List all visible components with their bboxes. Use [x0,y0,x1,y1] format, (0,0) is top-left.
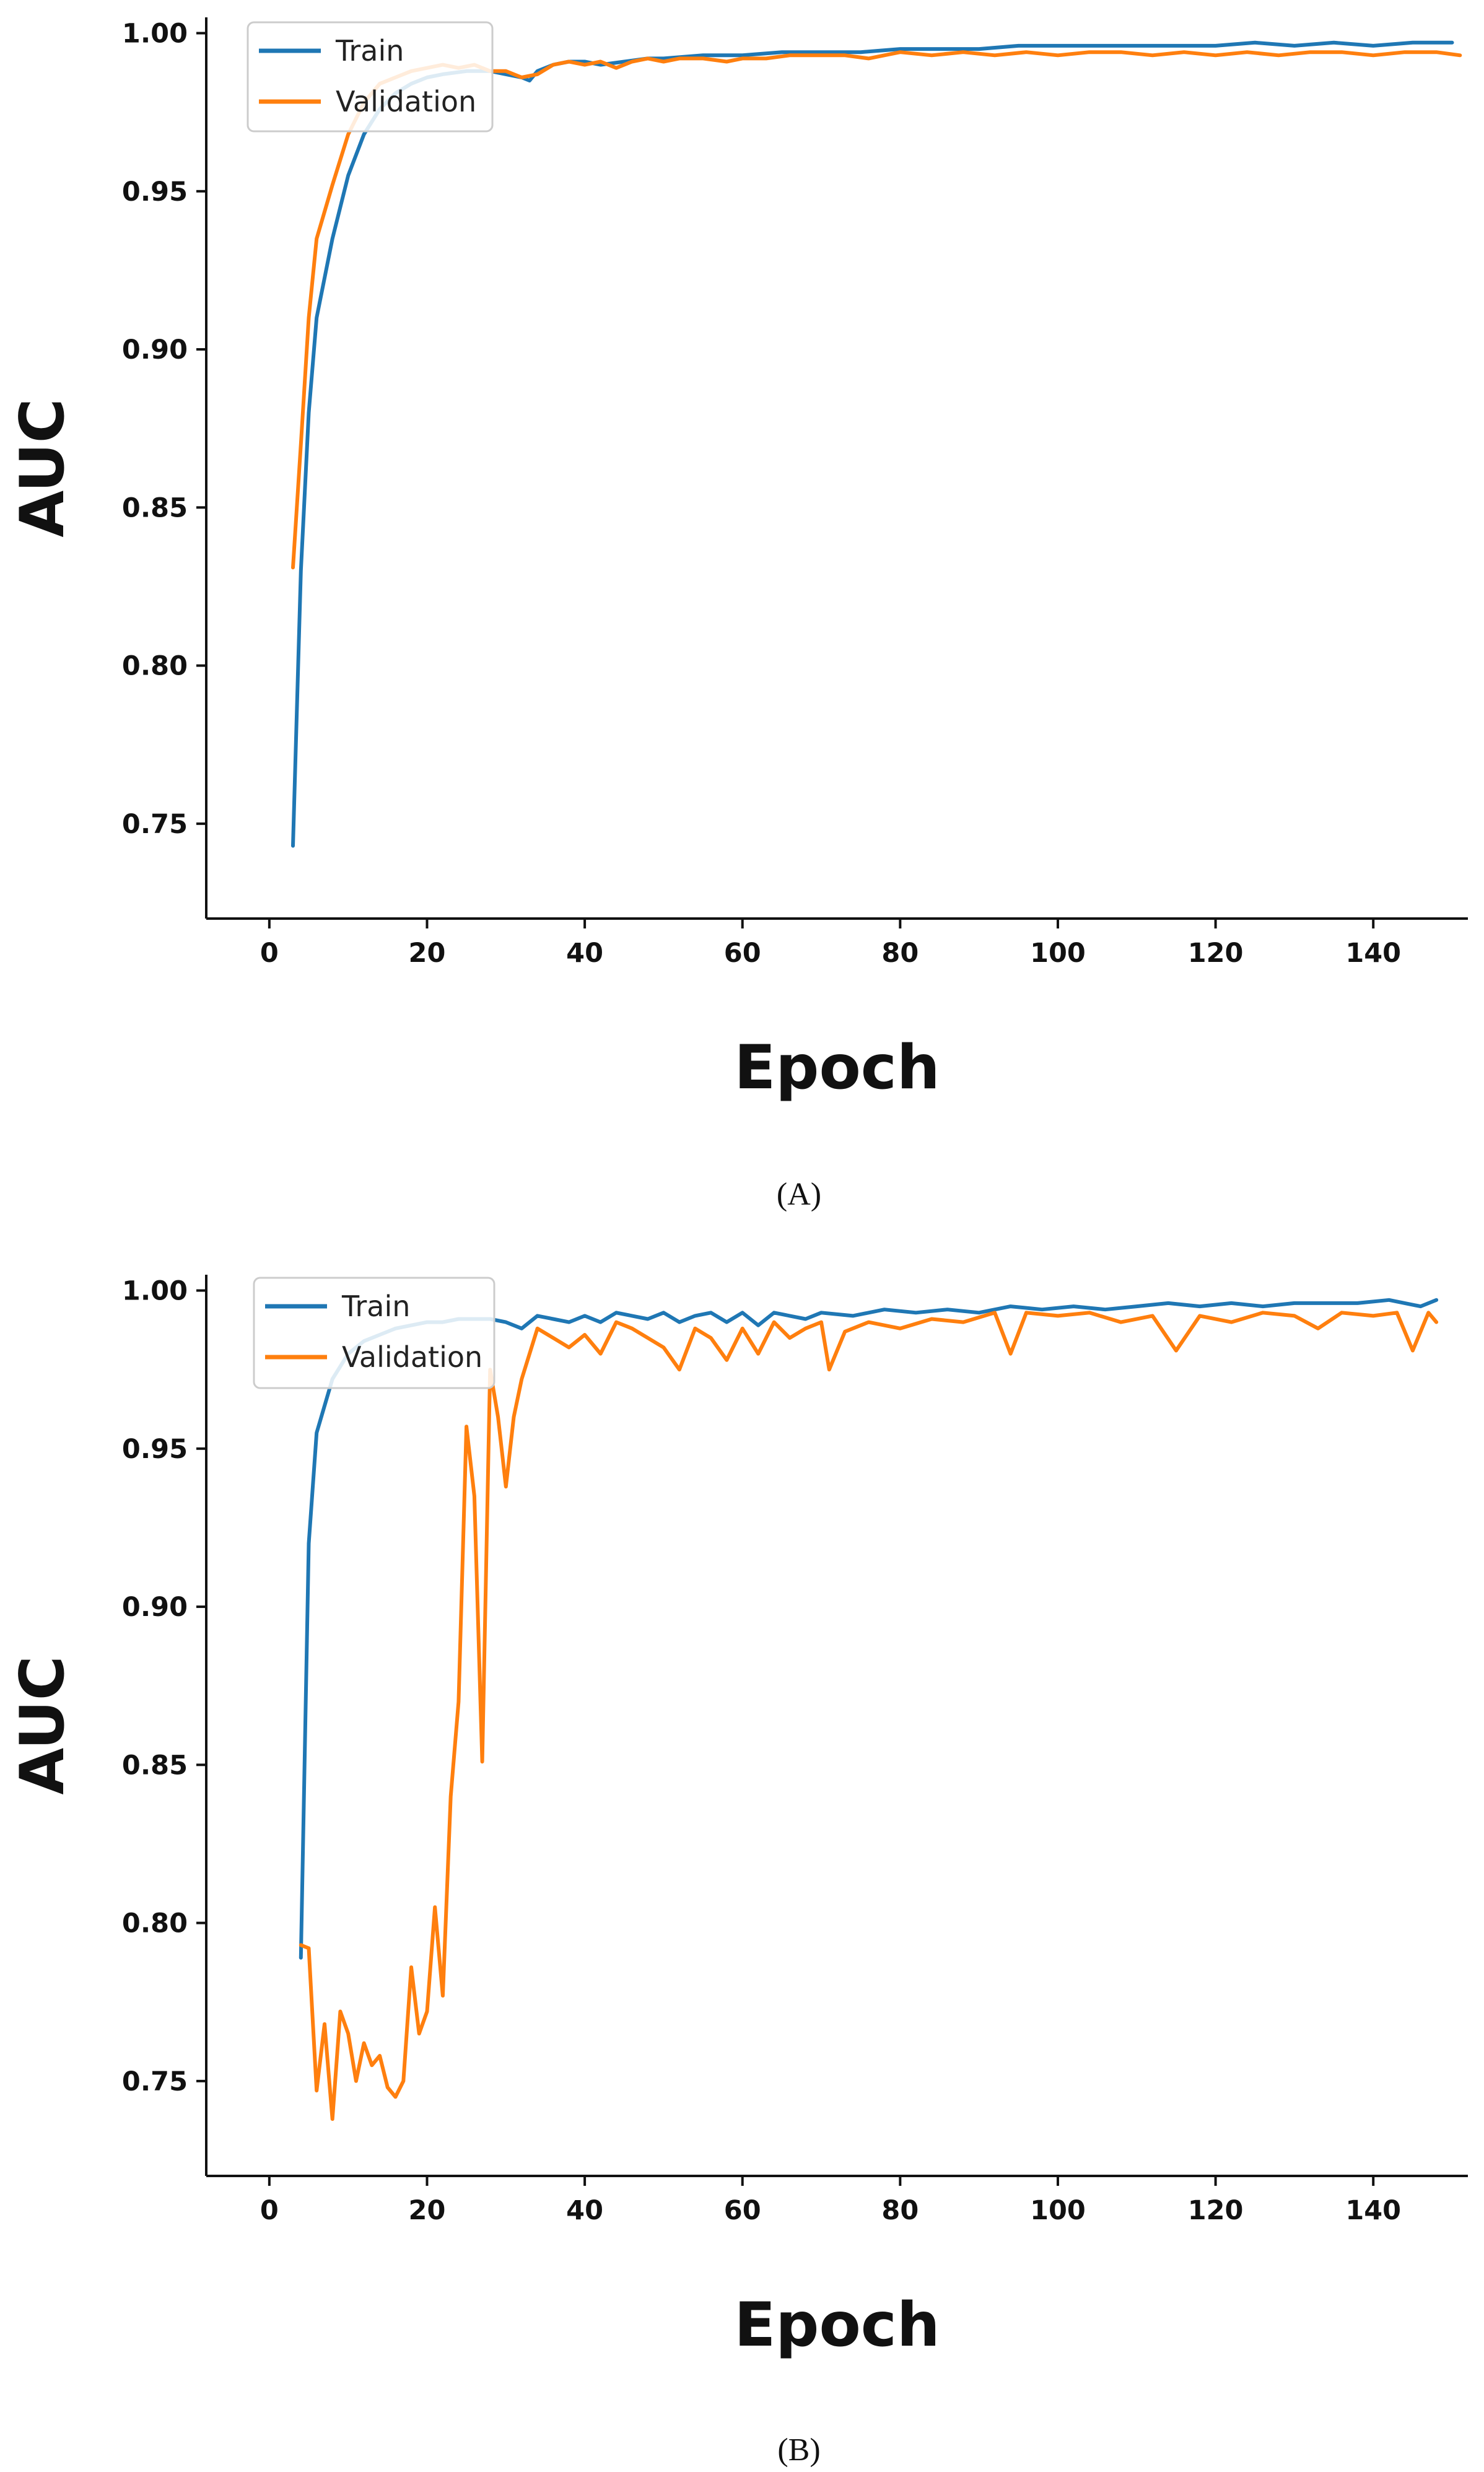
panel-b-chart: (B) 0.75 0.80 0.85 0.90 0.95 1.00 0 20 40 60 80 100… [7,1275,1468,2468]
panel-b-y-tick-label: 0.95 [122,1434,188,1465]
panel-a-x-tick-label: 140 [1345,938,1401,969]
panel-b-y-tick-label: 0.90 [122,1592,188,1623]
panel-b-caption: (B) [777,2432,820,2468]
panel-b-x-tick-label: 60 [724,2195,761,2226]
panel-b-x-tick-label: 120 [1188,2195,1244,2226]
panel-a-legend-label-train: Train [335,34,404,68]
panel-a-legend-label-validation: Validation [336,85,476,118]
panel-a-x-tick-label: 40 [566,938,603,969]
panel-a-y-axis-title: AUC [7,398,78,537]
panel-a-x-tick-label: 0 [260,938,279,969]
panel-a-x-tick-label: 100 [1030,938,1086,969]
panel-b-x-axis-title: Epoch [734,2290,940,2361]
panel-b-legend-label-validation: Validation [342,1340,482,1374]
panel-a-y-tick-label: 1.00 [122,19,188,50]
panel-b-x-tick-label: 20 [409,2195,446,2226]
panel-b-x-tick-label: 40 [566,2195,603,2226]
panel-a-y-tick-label: 0.95 [122,177,188,207]
panel-b-y-axis-title: AUC [7,1656,78,1794]
panel-b-legend-label-train: Train [341,1290,410,1323]
panel-b-series-validation-line [299,1311,1439,2121]
panel-b-legend: Train Validation [253,1277,495,1389]
panel-a-y-tick-label: 0.90 [122,334,188,365]
panel-a-y-tick-label: 0.75 [122,809,188,840]
panel-a-y-tick-label: 0.80 [122,651,188,682]
panel-a-legend: Train Validation [247,21,494,133]
panel-a-series-train-line [291,40,1454,848]
panel-a-x-tick-label: 60 [724,938,761,969]
panel-b-x-tick-label: 0 [260,2195,279,2226]
panel-a-y-tick-label: 0.85 [122,492,188,523]
panel-b-y-tick-label: 1.00 [122,1276,188,1307]
panel-a-x-tick-label: 120 [1188,938,1244,969]
panel-b-x-tick-label: 140 [1345,2195,1401,2226]
panel-a-x-tick-label: 80 [881,938,919,969]
panel-b-y-tick-label: 0.75 [122,2066,188,2097]
panel-b-series-train-line [299,1298,1439,1960]
panel-a-x-axis-title: Epoch [734,1033,940,1103]
panel-a-chart: (A) 0.75 0.80 0.85 0.90 0.95 1.00 0 20 40 60 80 100… [7,17,1468,1212]
panel-b-y-tick-label: 0.80 [122,1908,188,1939]
panel-b-y-tick-label: 0.85 [122,1750,188,1781]
panel-a-x-tick-label: 20 [409,938,446,969]
panel-a-caption: (A) [777,1177,821,1212]
panel-b-x-tick-label: 80 [881,2195,919,2226]
panel-b-x-tick-label: 100 [1030,2195,1086,2226]
